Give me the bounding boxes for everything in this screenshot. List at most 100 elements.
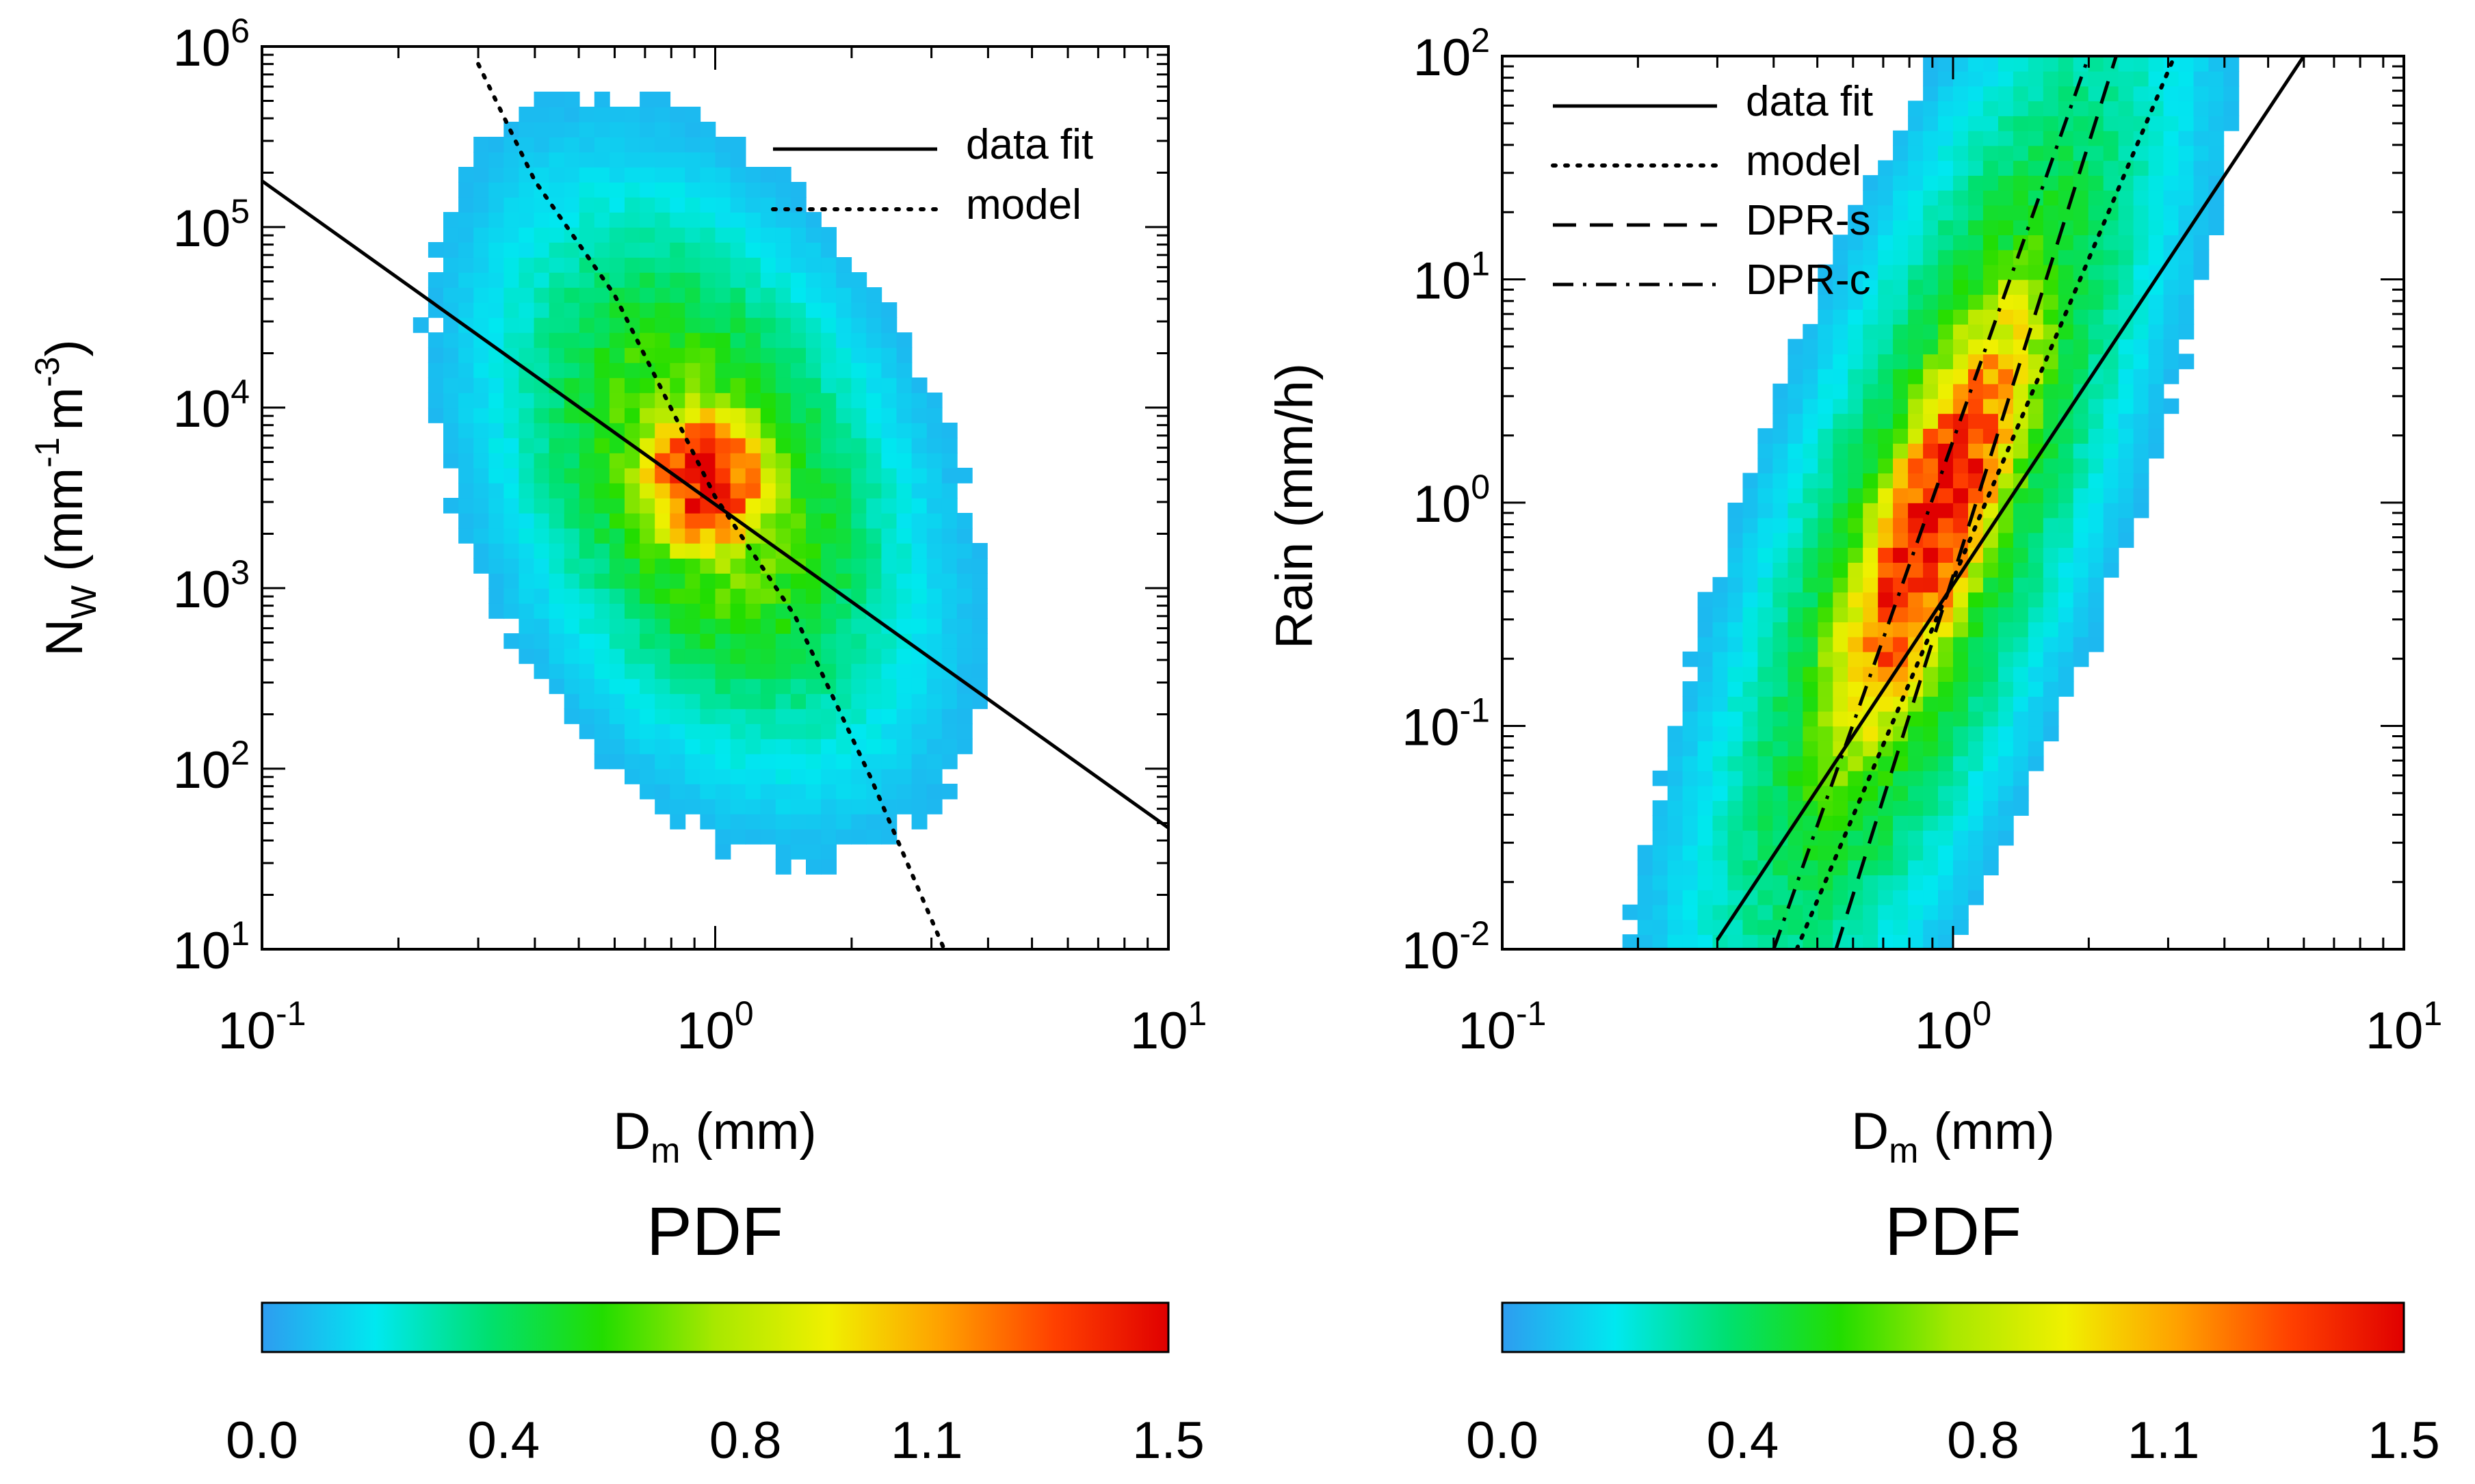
right-heatmap-cell <box>1742 919 1759 936</box>
right-heatmap-cell <box>1788 532 1804 548</box>
left-heatmap-cell <box>640 362 655 378</box>
right-heatmap-cell <box>1908 428 1924 444</box>
right-heatmap-cell <box>2073 116 2089 131</box>
right-heatmap-cell <box>1652 770 1668 786</box>
right-heatmap-cell <box>1848 532 1863 548</box>
right-heatmap-cell <box>1727 800 1744 816</box>
left-heatmap-cell <box>488 197 505 213</box>
left-heatmap-cell <box>685 272 701 288</box>
right-heatmap-cell <box>1893 235 1909 250</box>
left-heatmap-cell <box>685 498 701 514</box>
right-heatmap-cell <box>1938 517 1954 533</box>
right-heatmap-cell <box>1667 919 1684 936</box>
left-heatmap-cell <box>670 558 686 574</box>
left-heatmap-cell <box>670 182 686 198</box>
left-heatmap-cell <box>458 167 474 183</box>
right-x-tick-label: 101 <box>2366 994 2442 1060</box>
right-heatmap-cell <box>1818 517 1834 533</box>
left-heatmap-cell <box>488 287 505 303</box>
right-heatmap-cell <box>1788 681 1804 697</box>
left-heatmap-cell <box>790 543 807 559</box>
right-heatmap-cell <box>2088 636 2104 652</box>
right-heatmap-cell <box>2163 339 2179 355</box>
left-colorbar-tick-label: 1.1 <box>891 1412 963 1470</box>
right-heatmap-cell <box>1953 830 1969 846</box>
left-heatmap-cell <box>670 648 686 664</box>
right-heatmap-cell <box>1848 770 1863 786</box>
left-heatmap-cell <box>458 483 474 499</box>
right-heatmap-cell <box>1742 785 1759 801</box>
right-heatmap-cell <box>1637 919 1653 936</box>
right-heatmap-cell <box>1818 339 1834 355</box>
right-heatmap-cell <box>1908 116 1924 131</box>
right-heatmap-cell <box>2163 189 2179 206</box>
left-heatmap-cell <box>881 302 898 318</box>
right-heatmap-cell <box>2058 323 2074 340</box>
left-heatmap-cell <box>806 393 822 408</box>
left-heatmap-cell <box>488 483 505 499</box>
right-heatmap-cell <box>2178 354 2195 369</box>
left-heatmap-cell <box>594 347 610 363</box>
right-heatmap-cell <box>1788 875 1804 890</box>
right-heatmap-cell <box>2058 85 2074 102</box>
right-heatmap-cell <box>2118 204 2134 221</box>
right-heatmap-cell <box>2013 651 2029 667</box>
left-heatmap-cell <box>549 498 565 514</box>
right-heatmap-cell <box>1908 904 1924 920</box>
left-heatmap-cell <box>655 302 671 318</box>
right-heatmap-cell <box>1818 428 1834 444</box>
right-heatmap-cell <box>2073 532 2089 548</box>
right-heatmap-cell <box>1938 235 1954 250</box>
right-heatmap-cell <box>2103 235 2119 250</box>
right-heatmap-cell <box>1893 830 1909 846</box>
right-heatmap-cell <box>1878 562 1894 578</box>
left-heatmap-cell <box>488 453 505 468</box>
right-heatmap-cell <box>1863 413 1878 429</box>
left-heatmap-cell <box>700 588 716 604</box>
right-heatmap-cell <box>1893 860 1909 875</box>
right-heatmap-cell <box>1727 770 1744 786</box>
right-heatmap-cell <box>1697 666 1714 682</box>
left-heatmap-cell <box>896 528 913 544</box>
left-heatmap-cell <box>625 257 640 273</box>
right-heatmap-cell <box>1893 264 1909 280</box>
right-heatmap-cell <box>2013 666 2029 682</box>
right-heatmap-cell <box>1908 547 1924 563</box>
left-heatmap-cell <box>564 678 580 694</box>
right-heatmap-cell <box>1818 547 1834 563</box>
right-heatmap-cell <box>2118 220 2134 235</box>
right-heatmap-cell <box>2028 503 2044 518</box>
right-heatmap-cell <box>1968 726 1984 742</box>
left-heatmap-cell <box>926 408 943 423</box>
right-heatmap-cell <box>1848 681 1863 697</box>
left-heatmap-cell <box>806 633 822 649</box>
right-heatmap-cell <box>1697 696 1714 712</box>
right-heatmap-cell <box>1923 175 1939 191</box>
left-heatmap-cell <box>715 739 731 754</box>
right-heatmap-cell <box>1908 473 1924 489</box>
left-heatmap-cell <box>503 438 520 453</box>
right-heatmap-cell <box>1803 458 1819 474</box>
right-heatmap-cell <box>1938 85 1954 102</box>
right-heatmap-cell <box>1757 785 1774 801</box>
left-heatmap-cell <box>625 332 640 348</box>
left-heatmap-cell <box>926 739 943 754</box>
right-heatmap-cell <box>2058 577 2074 593</box>
left-heatmap-cell <box>700 633 716 649</box>
right-heatmap-cell <box>2043 413 2059 429</box>
left-heatmap-cell <box>655 513 671 529</box>
right-heatmap-cell <box>1938 875 1954 890</box>
left-heatmap-cell <box>760 829 776 845</box>
left-heatmap-cell <box>806 242 822 258</box>
left-heatmap-cell <box>625 708 640 724</box>
left-heatmap-cell <box>594 498 610 514</box>
left-heatmap-cell <box>715 408 731 423</box>
right-heatmap-cell <box>1863 309 1878 325</box>
right-heatmap-cell <box>2073 488 2089 503</box>
left-heatmap-cell <box>458 347 474 363</box>
left-heatmap-cell <box>685 227 701 243</box>
left-heatmap-cell <box>806 212 822 228</box>
right-heatmap-cell <box>2043 56 2059 72</box>
left-heatmap-cell <box>821 754 837 769</box>
right-heatmap-cell <box>2028 175 2044 191</box>
